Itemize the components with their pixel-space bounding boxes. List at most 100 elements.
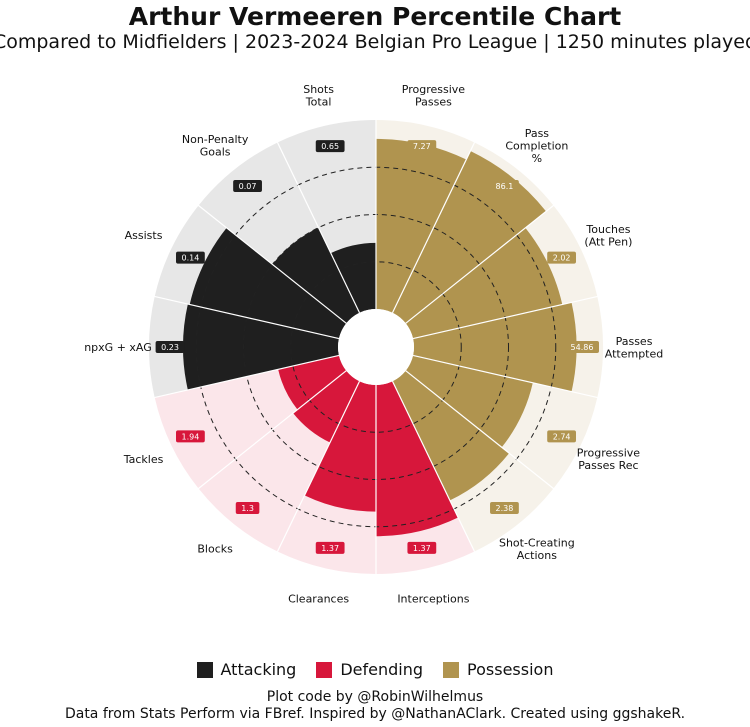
credit-line-1: Plot code by @RobinWilhelmus bbox=[266, 689, 484, 705]
category-label-progressive-passes-rec: Progressive Passes Rec bbox=[577, 447, 641, 473]
category-label-npxg-xag: npxG + xAG bbox=[84, 341, 152, 354]
bar-shot-creating-actions bbox=[392, 370, 510, 501]
category-label-line: Passes bbox=[616, 335, 653, 348]
bar-pass-completion bbox=[392, 150, 547, 324]
value-badge-passes-attempted bbox=[565, 341, 599, 353]
bar-interceptions bbox=[376, 381, 459, 537]
legend-swatch-attacking bbox=[196, 661, 213, 678]
category-label-line: Tackles bbox=[123, 453, 164, 466]
separator-line bbox=[196, 370, 347, 491]
category-label-line: Blocks bbox=[197, 543, 233, 556]
value-label-clearances: 1.37 bbox=[321, 544, 339, 553]
value-label-shot-creating-actions: 2.38 bbox=[496, 504, 514, 513]
category-label-line: Progressive bbox=[402, 83, 466, 96]
legend-item-defending: Defending bbox=[316, 660, 423, 679]
value-label-non-penalty-goals: 0.07 bbox=[239, 182, 257, 191]
value-label-blocks: 1.3 bbox=[241, 504, 254, 513]
category-label-line: Assists bbox=[125, 229, 163, 242]
separator-line bbox=[412, 295, 600, 340]
category-label-line: npxG + xAG bbox=[84, 341, 152, 354]
separator-line bbox=[391, 380, 476, 554]
category-label-line: (Att Pen) bbox=[584, 235, 632, 248]
value-label-tackles: 1.94 bbox=[181, 432, 199, 441]
value-badge-progressive-passes-rec bbox=[547, 430, 576, 443]
legend-swatch-defending bbox=[316, 661, 333, 678]
category-label-touches-att-pen: Touches (Att Pen) bbox=[584, 223, 632, 249]
value-badge-shots-total bbox=[315, 140, 345, 153]
value-label-pass-completion: 86.1 bbox=[496, 182, 514, 191]
category-label-line: Goals bbox=[200, 146, 231, 159]
bar-passes-attempted bbox=[413, 302, 577, 392]
category-label-line: Attempted bbox=[605, 347, 664, 360]
bar-npxg-xag bbox=[183, 304, 339, 390]
category-label-line: Interceptions bbox=[397, 593, 469, 606]
bar-tackles bbox=[278, 355, 347, 410]
legend: Attacking Defending Possession bbox=[0, 660, 750, 679]
separator-line bbox=[405, 203, 556, 324]
category-label-shot-creating-actions: Shot-Creating Actions bbox=[499, 536, 575, 562]
value-label-assists: 0.14 bbox=[181, 254, 199, 263]
separator-line bbox=[196, 203, 347, 324]
value-label-shots-total: 0.65 bbox=[321, 142, 339, 151]
value-label-npxg-xag: 0.23 bbox=[161, 343, 179, 352]
value-badge-progressive-passes bbox=[407, 140, 437, 153]
category-label-tackles: Tackles bbox=[123, 453, 164, 466]
value-label-touches-att-pen: 2.02 bbox=[553, 254, 571, 263]
category-label-line: Passes Rec bbox=[578, 459, 638, 472]
category-label-line: % bbox=[532, 152, 542, 165]
separator-line bbox=[276, 140, 361, 314]
category-label-progressive-passes: Progressive Passes bbox=[402, 83, 466, 109]
separator-line bbox=[276, 380, 361, 554]
bar-clearances bbox=[304, 381, 376, 512]
legend-item-possession: Possession bbox=[443, 660, 553, 679]
value-label-interceptions: 1.37 bbox=[413, 544, 431, 553]
center-hole bbox=[338, 309, 414, 385]
value-label-passes-attempted: 54.86 bbox=[571, 343, 594, 352]
value-badge-interceptions bbox=[407, 541, 437, 554]
category-label-line: Passes bbox=[415, 96, 452, 109]
bar-blocks bbox=[293, 370, 360, 443]
category-label-line: Pass bbox=[525, 127, 550, 140]
legend-label-attacking: Attacking bbox=[220, 660, 297, 679]
category-label-line: Clearances bbox=[288, 593, 349, 606]
category-label-pass-completion: Pass Completion% bbox=[505, 127, 568, 165]
chart-subtitle: Compared to Midfielders | 2023-2024 Belg… bbox=[0, 31, 750, 53]
bar-shots-total bbox=[330, 242, 376, 313]
gridline-25 bbox=[290, 261, 462, 433]
category-label-line: Progressive bbox=[577, 447, 641, 460]
chart-title: Arthur Vermeeren Percentile Chart bbox=[128, 2, 622, 31]
bar-assists bbox=[189, 227, 347, 339]
value-badge-assists bbox=[176, 251, 205, 264]
category-label-shots-total: Shots Total bbox=[303, 83, 334, 109]
value-badge-blocks bbox=[235, 502, 260, 515]
separator-line bbox=[391, 140, 476, 314]
legend-item-attacking: Attacking bbox=[196, 660, 297, 679]
category-label-line: Completion bbox=[505, 139, 568, 152]
legend-label-possession: Possession bbox=[467, 660, 554, 679]
legend-label-defending: Defending bbox=[340, 660, 424, 679]
category-label-line: Touches bbox=[585, 223, 630, 236]
value-badge-tackles bbox=[176, 430, 205, 443]
category-label-clearances: Clearances bbox=[288, 593, 349, 606]
bar-progressive-passes bbox=[376, 138, 467, 313]
category-label-blocks: Blocks bbox=[197, 543, 233, 556]
category-label-passes-attempted: Passes Attempted bbox=[605, 335, 664, 361]
category-label-interceptions: Interceptions bbox=[397, 593, 469, 606]
category-label-line: Shots bbox=[303, 83, 334, 96]
separator-line bbox=[412, 354, 600, 399]
category-label-line: Total bbox=[305, 96, 332, 109]
category-label-non-penalty-goals: Non-Penalty Goals bbox=[182, 133, 249, 159]
separator-line bbox=[152, 295, 340, 340]
separator-line bbox=[152, 354, 340, 399]
value-badge-pass-completion bbox=[490, 179, 519, 192]
value-badge-clearances bbox=[315, 541, 345, 554]
legend-swatch-possession bbox=[443, 661, 460, 678]
category-label-line: Non-Penalty bbox=[182, 133, 249, 146]
value-badge-touches-att-pen bbox=[547, 251, 576, 264]
bar-touches-att-pen bbox=[405, 227, 563, 339]
value-label-progressive-passes: 7.27 bbox=[413, 142, 431, 151]
value-badge-non-penalty-goals bbox=[233, 179, 262, 192]
value-badge-npxg-xag bbox=[155, 341, 185, 353]
credit-line-2: Data from Stats Perform via FBref. Inspi… bbox=[64, 706, 686, 722]
